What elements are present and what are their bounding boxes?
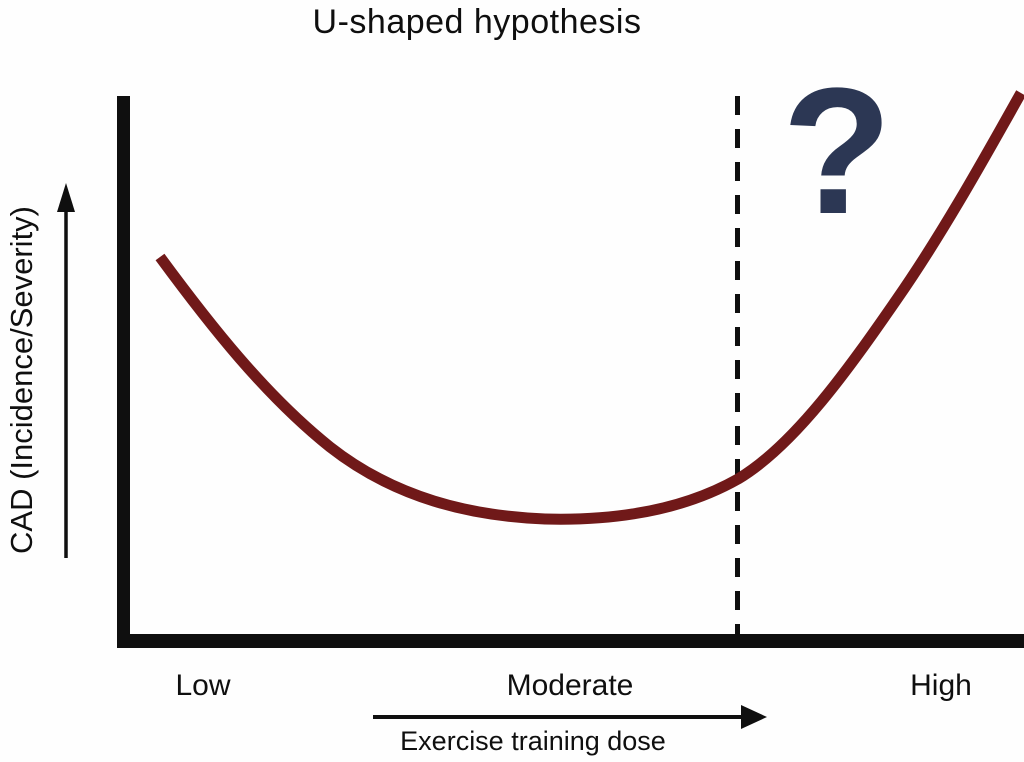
x-tick-low: Low [175,669,230,702]
question-mark-annotation: ? [782,51,892,252]
y-axis-line [117,96,130,648]
x-axis-label: Exercise training dose [400,726,666,756]
x-tick-high: High [910,669,972,702]
y-direction-arrow-head-icon [57,183,75,212]
u-shaped-curve [155,90,1024,525]
chart-title: U-shaped hypothesis [313,3,642,41]
x-direction-arrow-head-icon [741,705,767,729]
y-axis-label: CAD (Incidence/Severity) [4,206,39,554]
x-axis-line [117,634,1024,648]
x-tick-moderate: Moderate [507,669,634,702]
